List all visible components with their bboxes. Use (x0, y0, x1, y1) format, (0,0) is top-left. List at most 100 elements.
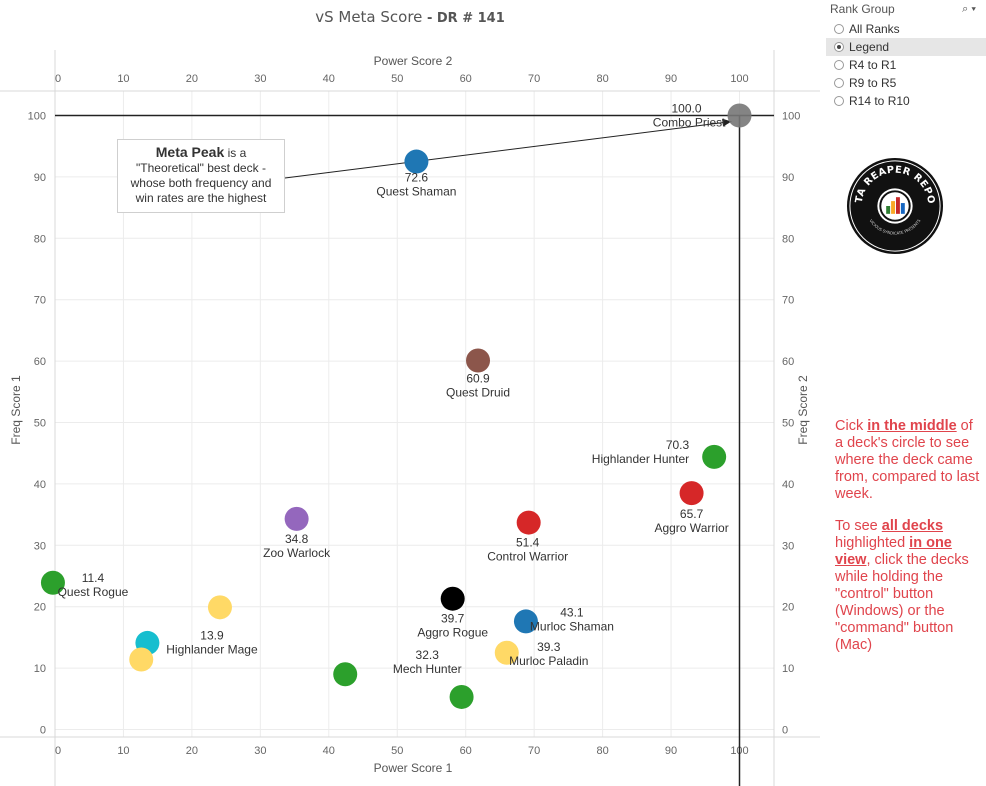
y-left-tick-label: 10 (34, 663, 46, 675)
y-right-tick-label: 70 (782, 295, 794, 307)
point-murloc-shaman (513, 609, 538, 634)
y-left-tick-label: 50 (34, 418, 46, 430)
y-right-tick-label: 20 (782, 602, 794, 614)
y-left-tick-label: 0 (40, 725, 46, 737)
x-bottom-tick-label: 40 (323, 745, 335, 757)
x-bottom-tick-label: 70 (528, 745, 540, 757)
point-score-label: 34.8 (285, 532, 309, 546)
point-unlabeled-15 (449, 684, 474, 709)
point-score-label: 39.7 (441, 612, 465, 626)
y-right-tick-label: 30 (782, 540, 794, 552)
point-murloc-paladin (494, 640, 519, 665)
point-name-label: Mech Hunter (393, 662, 462, 676)
y-left-tick-label: 40 (34, 479, 46, 491)
point-score-label: 32.3 (416, 648, 440, 662)
filter-option-label: R4 to R1 (849, 58, 897, 72)
x-bottom-tick-label: 60 (460, 745, 472, 757)
filter-option-label: R14 to R10 (849, 94, 910, 108)
radio-icon[interactable] (834, 96, 844, 106)
filter-title: Rank Group ⌕ ▾ (826, 0, 986, 20)
reference-lines (55, 114, 774, 786)
point-score-label: 60.9 (466, 371, 490, 385)
y-axis-right-title: Freq Score 2 (796, 375, 810, 445)
note-paragraph-1: Cick in the middle of a deck's circle to… (835, 418, 980, 502)
point-name-label: Highlander Hunter (592, 452, 689, 466)
x-top-tick-label: 20 (186, 73, 198, 85)
y-right-tick-label: 100 (782, 111, 800, 123)
filter-option-label: All Ranks (849, 22, 900, 36)
x-top-tick-label: 40 (323, 73, 335, 85)
point-aggro-warrior (679, 481, 704, 506)
x-axis-top-title: Power Score 2 (374, 54, 453, 68)
x-bottom-tick-label: 50 (391, 745, 403, 757)
point-highlander-hunter (702, 444, 727, 469)
arrow-head (722, 118, 732, 127)
point-name-label: Murloc Paladin (509, 654, 588, 668)
point-name-label: Highlander Mage (166, 642, 258, 656)
x-top-tick-label: 30 (254, 73, 266, 85)
x-top-tick-label: 50 (391, 73, 403, 85)
x-top-tick-label: 80 (596, 73, 608, 85)
note-paragraph-2: To see all decks highlighted in one view… (835, 518, 969, 653)
chart-title: vS Meta Score - DR # 141 (0, 8, 820, 26)
y-left-tick-label: 80 (34, 233, 46, 245)
annotation-bold: Meta Peak (155, 144, 225, 160)
data-reaper-report-logo: DATA REAPER REPORT VICIOUS SYNDICATE PRE… (846, 157, 944, 255)
point-name-label: Aggro Rogue (417, 626, 488, 640)
point-highlander-mage (207, 595, 232, 620)
point-score-label: 70.3 (666, 438, 690, 452)
filter-option-all-ranks[interactable]: All Ranks (826, 20, 986, 38)
scatter-chart: 0102030405060708090100010203040506070809… (0, 50, 820, 786)
point-name-label: Combo Priest (653, 116, 726, 130)
x-top-tick-label: 90 (665, 73, 677, 85)
point-mech-hunter (333, 662, 358, 687)
radio-icon[interactable] (834, 24, 844, 34)
filter-option-r4-r1[interactable]: R4 to R1 (826, 56, 986, 74)
annotation-text-1: is a (224, 146, 247, 160)
point-score-label: 51.4 (516, 536, 540, 550)
point-score-label: 13.9 (200, 628, 224, 642)
point-name-label: Quest Shaman (376, 185, 456, 199)
y-right-tick-label: 60 (782, 356, 794, 368)
title-main: vS Meta Score (315, 8, 423, 26)
x-bottom-tick-label: 80 (596, 745, 608, 757)
x-top-tick-label: 70 (528, 73, 540, 85)
radio-icon[interactable] (834, 78, 844, 88)
x-top-tick-label: 60 (460, 73, 472, 85)
point-name-label: Zoo Warlock (263, 546, 331, 560)
meta-peak-arrow (284, 118, 732, 179)
point-quest-shaman (404, 149, 429, 174)
filter-option-legend[interactable]: Legend (826, 38, 986, 56)
point-name-label: Control Warrior (487, 550, 568, 564)
x-bottom-tick-label: 20 (186, 745, 198, 757)
filter-option-r14-r10[interactable]: R14 to R10 (826, 92, 986, 110)
filter-option-label: Legend (849, 40, 890, 54)
x-top-tick-label: 100 (730, 73, 748, 85)
y-left-tick-label: 30 (34, 540, 46, 552)
point-score-label: 100.0 (671, 102, 701, 116)
filter-option-r9-r5[interactable]: R9 to R5 (826, 74, 986, 92)
y-right-tick-label: 10 (782, 663, 794, 675)
point-score-label: 65.7 (680, 507, 704, 521)
radio-icon[interactable] (834, 60, 844, 70)
point-combo-priest (727, 103, 752, 128)
instructions-note: Cick in the middle of a deck's circle to… (835, 418, 983, 669)
point-aggro-rogue (440, 586, 465, 611)
y-right-tick-label: 0 (782, 725, 788, 737)
x-top-tick-label: 10 (117, 73, 129, 85)
x-bottom-tick-label: 10 (117, 745, 129, 757)
x-top-tick-label: 0 (55, 73, 61, 85)
point-score-label: 72.6 (405, 171, 429, 185)
point-name-label: Quest Rogue (58, 585, 129, 599)
filter-menu-icon[interactable]: ⌕ ▾ (962, 3, 976, 15)
point-score-label: 39.3 (537, 640, 561, 654)
y-axis-left-title: Freq Score 1 (9, 375, 23, 445)
radio-selected-icon[interactable] (834, 42, 844, 52)
meta-peak-annotation: Meta Peak is a "Theoretical" best deck -… (117, 139, 285, 213)
point-score-label: 11.4 (82, 571, 105, 585)
point-zoo-warlock (284, 506, 309, 531)
x-bottom-tick-label: 0 (55, 745, 61, 757)
rank-group-filter: Rank Group ⌕ ▾ All Ranks Legend R4 to R1 … (826, 0, 986, 110)
point-unlabeled-13 (129, 647, 154, 672)
annotation-text-4: win rates are the highest (135, 191, 267, 205)
